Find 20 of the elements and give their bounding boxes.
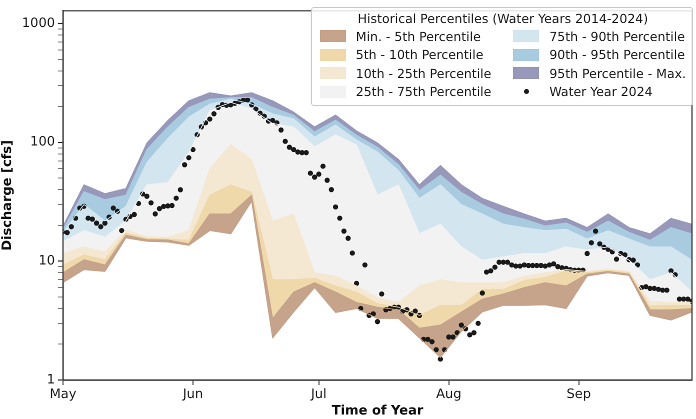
legend-label: 10th - 25th Percentile: [356, 66, 492, 81]
legend-label: Water Year 2024: [549, 84, 653, 100]
legend-label: 5th - 10th Percentile: [356, 47, 484, 62]
legend-label: 90th - 95th Percentile: [549, 47, 685, 62]
y-tick-label: 10: [38, 254, 55, 269]
x-tick-label: Jul: [310, 387, 327, 402]
legend-label: 25th - 75th Percentile: [356, 84, 492, 100]
legend-label: Min. - 5th Percentile: [356, 28, 481, 44]
y-tick-label: 1: [46, 372, 55, 388]
legend-label: 95th Percentile - Max.: [549, 66, 686, 81]
x-tick-label: Sep: [566, 387, 592, 402]
y-tick-label: 1000: [22, 16, 55, 31]
x-axis-title: Time of Year: [332, 404, 424, 419]
x-tick-label: Aug: [436, 387, 462, 402]
y-axis-title: Discharge [cfs]: [0, 140, 16, 251]
x-tick-label: May: [50, 387, 77, 402]
legend-title: Historical Percentiles (Water Years 2014-2024): [356, 11, 650, 26]
x-tick-label: Jun: [182, 387, 204, 402]
legend-label: 75th - 90th Percentile: [549, 28, 685, 44]
y-tick-label: 100: [30, 134, 55, 150]
